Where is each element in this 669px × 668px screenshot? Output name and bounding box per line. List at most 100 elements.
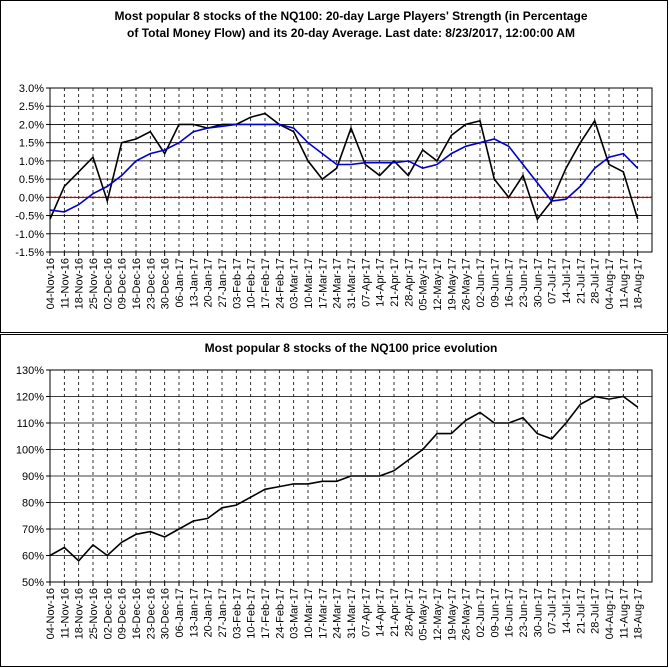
x-tick-label: 05-May-17 [418,588,430,641]
x-tick-label: 17-Feb-17 [260,258,272,309]
x-tick-label: 14-Jul-17 [561,588,573,634]
y-tick-label: -0.5% [15,211,44,223]
x-tick-label: 18-Nov-16 [74,258,86,309]
x-tick-label: 14-Jul-17 [561,258,573,304]
x-tick-label: 21-Jul-17 [575,258,587,304]
x-tick-label: 16-Dec-16 [131,588,143,639]
x-tick-label: 27-Jan-17 [217,588,229,638]
x-tick-label: 13-Jan-17 [188,588,200,638]
x-tick-label: 26-May-17 [461,588,473,641]
x-tick-label: 31-Mar-17 [346,588,358,639]
x-tick-label: 24-Feb-17 [274,588,286,639]
x-tick-label: 10-Mar-17 [303,258,315,309]
y-tick-label: 120% [16,392,44,404]
y-tick-label: 90% [22,471,44,483]
x-tick-label: 17-Feb-17 [260,588,272,639]
x-tick-label: 09-Jun-17 [489,258,501,308]
x-tick-label: 06-Jan-17 [174,258,186,308]
x-tick-label: 16-Jun-17 [504,588,516,638]
x-tick-label: 11-Aug-17 [618,258,630,309]
x-tick-label: 11-Aug-17 [618,588,630,639]
y-tick-label: -1.0% [15,229,44,241]
x-tick-label: 27-Jan-17 [217,258,229,308]
x-tick-label: 03-Feb-17 [231,588,243,639]
y-tick-label: 80% [22,498,44,510]
chart-title: of Total Money Flow) and its 20-day Aver… [127,26,575,40]
x-tick-label: 03-Feb-17 [231,258,243,309]
x-tick-label: 30-Jun-17 [532,258,544,308]
x-tick-label: 05-May-17 [418,258,430,311]
y-tick-label: 1.0% [19,156,44,168]
x-tick-label: 13-Jan-17 [188,258,200,308]
x-tick-label: 16-Jun-17 [504,258,516,308]
x-tick-label: 20-Jan-17 [203,588,215,638]
x-tick-label: 25-Nov-16 [88,258,100,309]
x-tick-label: 10-Feb-17 [246,258,258,309]
x-tick-label: 28-Apr-17 [403,588,415,637]
x-tick-label: 02-Jun-17 [475,588,487,638]
x-tick-label: 19-May-17 [446,258,458,311]
x-tick-label: 30-Dec-16 [160,588,172,639]
x-tick-label: 07-Jul-17 [547,588,559,634]
x-tick-label: 18-Aug-17 [633,258,645,309]
y-tick-label: -1.5% [15,247,44,259]
x-tick-label: 11-Nov-16 [59,588,71,639]
y-tick-label: 2.5% [19,101,44,113]
x-tick-label: 02-Dec-16 [102,588,114,639]
x-tick-label: 07-Apr-17 [360,588,372,637]
x-tick-label: 20-Jan-17 [203,258,215,308]
x-tick-label: 10-Mar-17 [303,588,315,639]
x-tick-label: 30-Dec-16 [160,258,172,309]
chart-title: Most popular 8 stocks of the NQ100 price… [205,341,498,355]
x-tick-label: 17-Mar-17 [317,258,329,309]
data-line [49,123,639,213]
x-tick-label: 23-Jun-17 [518,588,530,638]
x-tick-label: 02-Dec-16 [102,258,114,309]
x-tick-label: 03-Mar-17 [289,258,301,309]
y-tick-label: 3.0% [19,83,44,95]
y-tick-label: 100% [16,445,44,457]
x-tick-label: 30-Jun-17 [532,588,544,638]
x-tick-label: 28-Jul-17 [590,588,602,634]
x-tick-label: 19-May-17 [446,588,458,641]
data-line [49,112,639,221]
x-tick-label: 12-May-17 [432,588,444,641]
x-tick-label: 18-Nov-16 [74,588,86,639]
x-tick-label: 24-Mar-17 [332,258,344,309]
x-tick-label: 10-Feb-17 [246,588,258,639]
x-tick-label: 24-Mar-17 [332,588,344,639]
x-tick-label: 21-Apr-17 [389,588,401,637]
x-tick-label: 04-Nov-16 [45,258,57,309]
x-tick-label: 09-Dec-16 [117,258,129,309]
x-tick-label: 14-Apr-17 [375,588,387,637]
x-tick-label: 09-Jun-17 [489,588,501,638]
x-tick-label: 16-Dec-16 [131,258,143,309]
x-tick-label: 12-May-17 [432,258,444,311]
x-tick-label: 24-Feb-17 [274,258,286,309]
x-tick-label: 23-Dec-16 [145,258,157,309]
y-tick-label: 0.0% [19,192,44,204]
x-tick-label: 04-Aug-17 [604,258,616,309]
y-tick-label: 1.5% [19,138,44,150]
x-tick-label: 17-Mar-17 [317,588,329,639]
x-tick-label: 21-Apr-17 [389,258,401,307]
x-tick-label: 07-Apr-17 [360,258,372,307]
y-tick-label: 50% [22,577,44,589]
x-tick-label: 26-May-17 [461,258,473,311]
x-tick-label: 09-Dec-16 [117,588,129,639]
y-tick-label: 70% [22,524,44,536]
x-tick-label: 28-Apr-17 [403,258,415,307]
y-tick-label: 110% [17,418,45,430]
x-tick-label: 11-Nov-16 [59,258,71,309]
x-tick-label: 23-Jun-17 [518,258,530,308]
x-tick-label: 28-Jul-17 [590,258,602,304]
x-tick-label: 03-Mar-17 [289,588,301,639]
x-tick-label: 07-Jul-17 [547,258,559,304]
x-tick-label: 18-Aug-17 [633,588,645,639]
data-line [49,395,639,562]
x-tick-label: 02-Jun-17 [475,258,487,308]
x-tick-label: 04-Aug-17 [604,588,616,639]
x-tick-label: 06-Jan-17 [174,588,186,638]
x-tick-label: 31-Mar-17 [346,258,358,309]
